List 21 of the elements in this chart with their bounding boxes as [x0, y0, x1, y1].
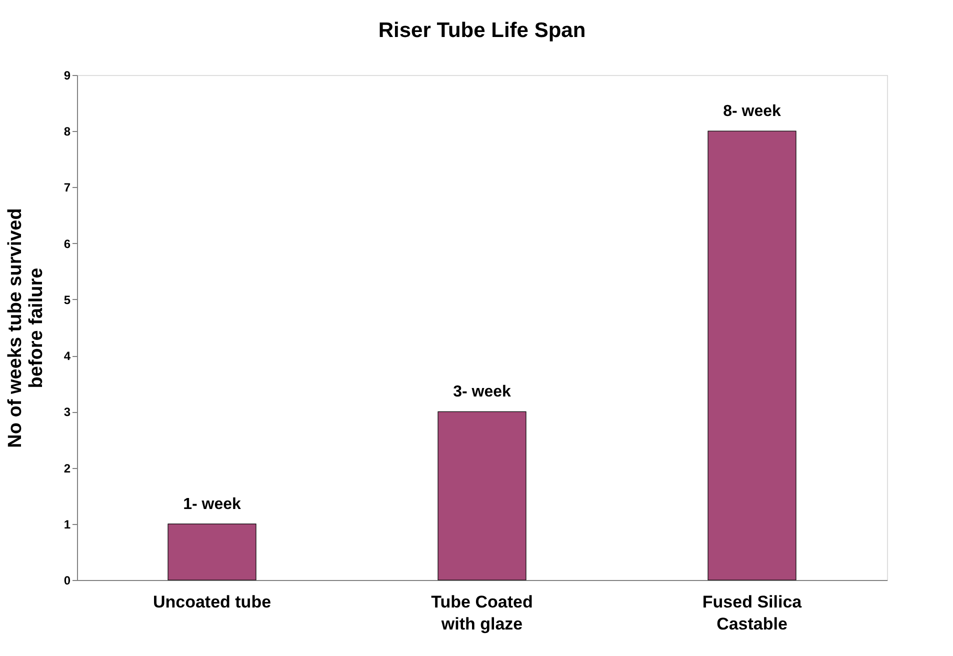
bar [168, 524, 256, 580]
x-tick-label: Fused Silica Castable [702, 592, 802, 634]
y-tick-label: 6 [64, 236, 71, 251]
y-tick-label: 7 [64, 180, 71, 195]
y-tick-label: 0 [64, 574, 71, 588]
y-tick-label: 5 [64, 292, 71, 307]
bar [708, 130, 796, 580]
y-tick-label: 1 [64, 517, 71, 532]
y-tick-label: 9 [64, 68, 71, 82]
chart-title: Riser Tube Life Span [378, 19, 586, 42]
x-tick-label: Uncoated tube [152, 592, 272, 612]
y-tick-label: 4 [64, 349, 71, 364]
data-label: 8- week [723, 103, 782, 120]
y-tick-label: 8 [64, 124, 71, 139]
data-label: 1- week [183, 496, 242, 513]
y-axis-title: No of weeks tube survived before failure [4, 208, 47, 448]
x-tick-label: Tube Coated with glaze [431, 592, 533, 634]
y-tick-label: 2 [64, 461, 71, 476]
bar [438, 411, 526, 580]
data-label: 3- week [453, 384, 512, 401]
y-tick-label: 3 [64, 405, 71, 420]
